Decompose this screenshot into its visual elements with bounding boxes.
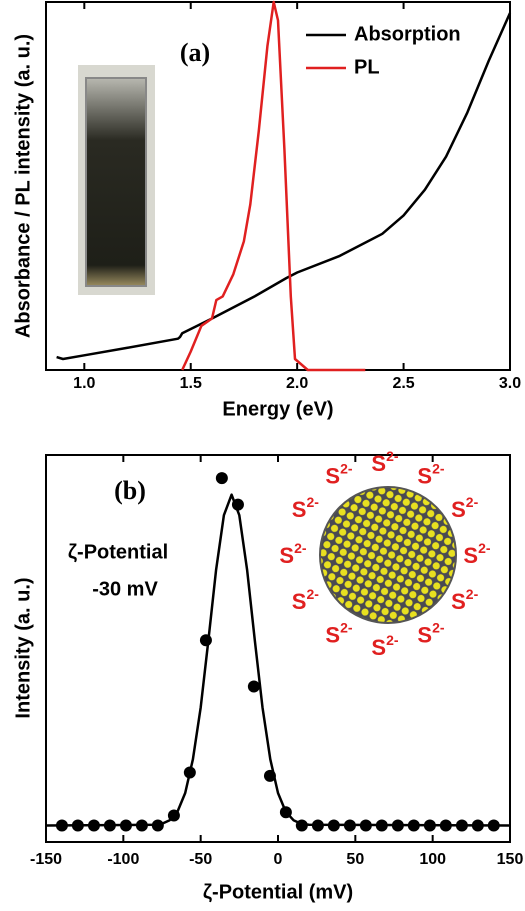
vial-photo — [78, 65, 155, 295]
ion-symbol: S — [463, 543, 478, 568]
nanoparticle — [320, 487, 456, 623]
x-tick-label: 1.0 — [73, 375, 95, 392]
ion-charge: 2- — [386, 632, 399, 648]
data-point — [200, 634, 212, 646]
x-tick-label: 50 — [346, 851, 364, 868]
ion-charge: 2- — [478, 540, 491, 556]
x-axis-title: ζ-Potential (mV) — [203, 881, 353, 903]
x-tick-label: -150 — [30, 851, 62, 868]
x-tick-label: 100 — [419, 851, 446, 868]
ion-symbol: S — [417, 622, 432, 647]
annotation: ζ-Potential — [68, 541, 168, 563]
ion-charge: 2- — [432, 460, 445, 476]
legend-label: Absorption — [354, 23, 461, 45]
ion-charge: 2- — [294, 540, 307, 556]
ion-symbol: S — [279, 543, 294, 568]
ion-charge: 2- — [466, 494, 479, 510]
ion-label: S2- — [325, 619, 352, 647]
data-point — [216, 472, 228, 484]
ion-label: S2- — [451, 494, 478, 522]
x-tick-label: 3.0 — [499, 375, 521, 392]
ion-label: S2- — [325, 460, 352, 488]
ion-label: S2- — [279, 540, 306, 568]
legend-label: PL — [354, 56, 380, 78]
ion-charge: 2- — [340, 619, 353, 635]
ion-charge: 2- — [306, 494, 319, 510]
x-tick-label: 150 — [497, 851, 524, 868]
ion-symbol: S — [371, 451, 386, 476]
ion-label: S2- — [417, 460, 444, 488]
ion-symbol: S — [292, 497, 307, 522]
ion-label: S2- — [451, 586, 478, 614]
page: 1.0 1.5 2.0 2.5 3.0 Energy (eV) Absorbance / P… — [0, 0, 525, 911]
x-tick-label: -100 — [107, 851, 139, 868]
x-tick-label: 1.5 — [180, 375, 202, 392]
ion-label: S2- — [292, 586, 319, 614]
panel-label: (b) — [114, 476, 146, 505]
x-tick-label: -50 — [189, 851, 212, 868]
ion-charge: 2- — [466, 586, 479, 602]
panel-label: (a) — [180, 38, 210, 67]
ion-symbol: S — [325, 622, 340, 647]
ion-charge: 2- — [306, 586, 319, 602]
ion-charge: 2- — [386, 448, 399, 464]
ion-label: S2- — [371, 448, 398, 476]
x-tick-label: 2.0 — [286, 375, 308, 392]
ion-symbol: S — [371, 635, 386, 660]
x-tick-label: 0 — [274, 851, 283, 868]
ion-label: S2- — [463, 540, 490, 568]
data-point — [248, 681, 260, 693]
ion-symbol: S — [325, 463, 340, 488]
ion-symbol: S — [451, 497, 466, 522]
y-axis-title: Absorbance / PL intensity (a. u.) — [12, 34, 34, 338]
y-axis-title: Intensity (a. u.) — [12, 577, 34, 718]
ion-charge: 2- — [340, 460, 353, 476]
x-axis-title: Energy (eV) — [222, 398, 333, 420]
ion-label: S2- — [292, 494, 319, 522]
ion-symbol: S — [451, 589, 466, 614]
ion-label: S2- — [371, 632, 398, 660]
ion-symbol: S — [417, 463, 432, 488]
annotation: -30 mV — [92, 578, 158, 600]
ion-symbol: S — [292, 589, 307, 614]
figure: 1.0 1.5 2.0 2.5 3.0 Energy (eV) Absorbance / P… — [0, 0, 525, 911]
ion-charge: 2- — [432, 619, 445, 635]
ion-label: S2- — [417, 619, 444, 647]
x-tick-label: 2.5 — [392, 375, 414, 392]
